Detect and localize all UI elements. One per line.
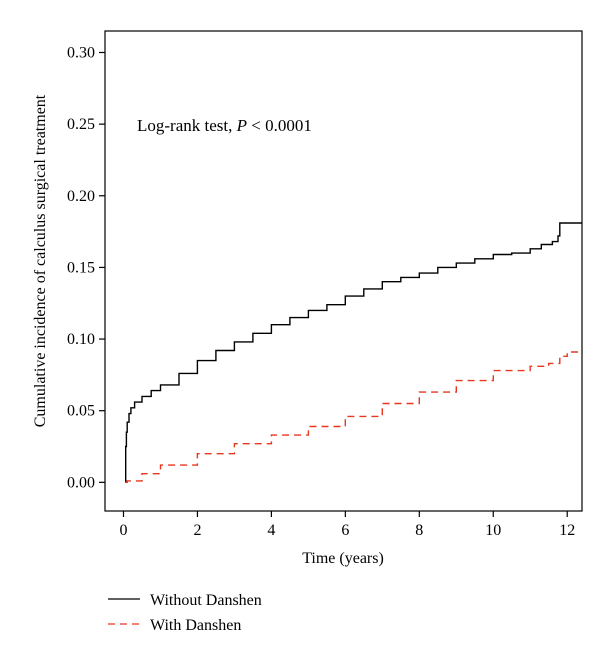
legend-label-without-danshen: Without Danshen bbox=[150, 592, 262, 609]
y-tick-label: 0.05 bbox=[67, 403, 95, 420]
plot-frame bbox=[104, 30, 583, 512]
y-tick-label: 0.30 bbox=[67, 44, 95, 61]
y-tick-label: 0.20 bbox=[67, 188, 95, 205]
x-tick-label: 12 bbox=[559, 522, 575, 539]
x-tick-label: 2 bbox=[193, 522, 201, 539]
y-axis-label: Cumulative incidence of calculus surgica… bbox=[32, 94, 49, 427]
y-tick-label: 0.10 bbox=[67, 331, 95, 348]
x-axis-label: Time (years) bbox=[302, 550, 384, 567]
x-tick-label: 4 bbox=[267, 522, 275, 539]
y-tick-label: 0.00 bbox=[67, 474, 95, 491]
y-axis: 0.00 0.05 0.10 0.15 0.20 0.25 0.30 bbox=[67, 44, 105, 491]
logrank-annotation: Log-rank test, P < 0.0001 bbox=[137, 116, 312, 135]
y-tick-label: 0.15 bbox=[67, 259, 95, 276]
series-line-with-danshen bbox=[125, 351, 582, 483]
legend: Without Danshen With Danshen bbox=[108, 592, 262, 634]
x-tick-label: 6 bbox=[341, 522, 349, 539]
y-tick-label: 0.25 bbox=[67, 116, 95, 133]
x-tick-label: 0 bbox=[119, 522, 127, 539]
x-axis: 0 2 4 6 8 10 12 bbox=[119, 511, 575, 539]
legend-label-with-danshen: With Danshen bbox=[150, 617, 241, 634]
x-tick-label: 10 bbox=[485, 522, 501, 539]
series-line-without-danshen bbox=[125, 222, 582, 483]
series-lines bbox=[125, 222, 582, 483]
x-tick-label: 8 bbox=[415, 522, 423, 539]
